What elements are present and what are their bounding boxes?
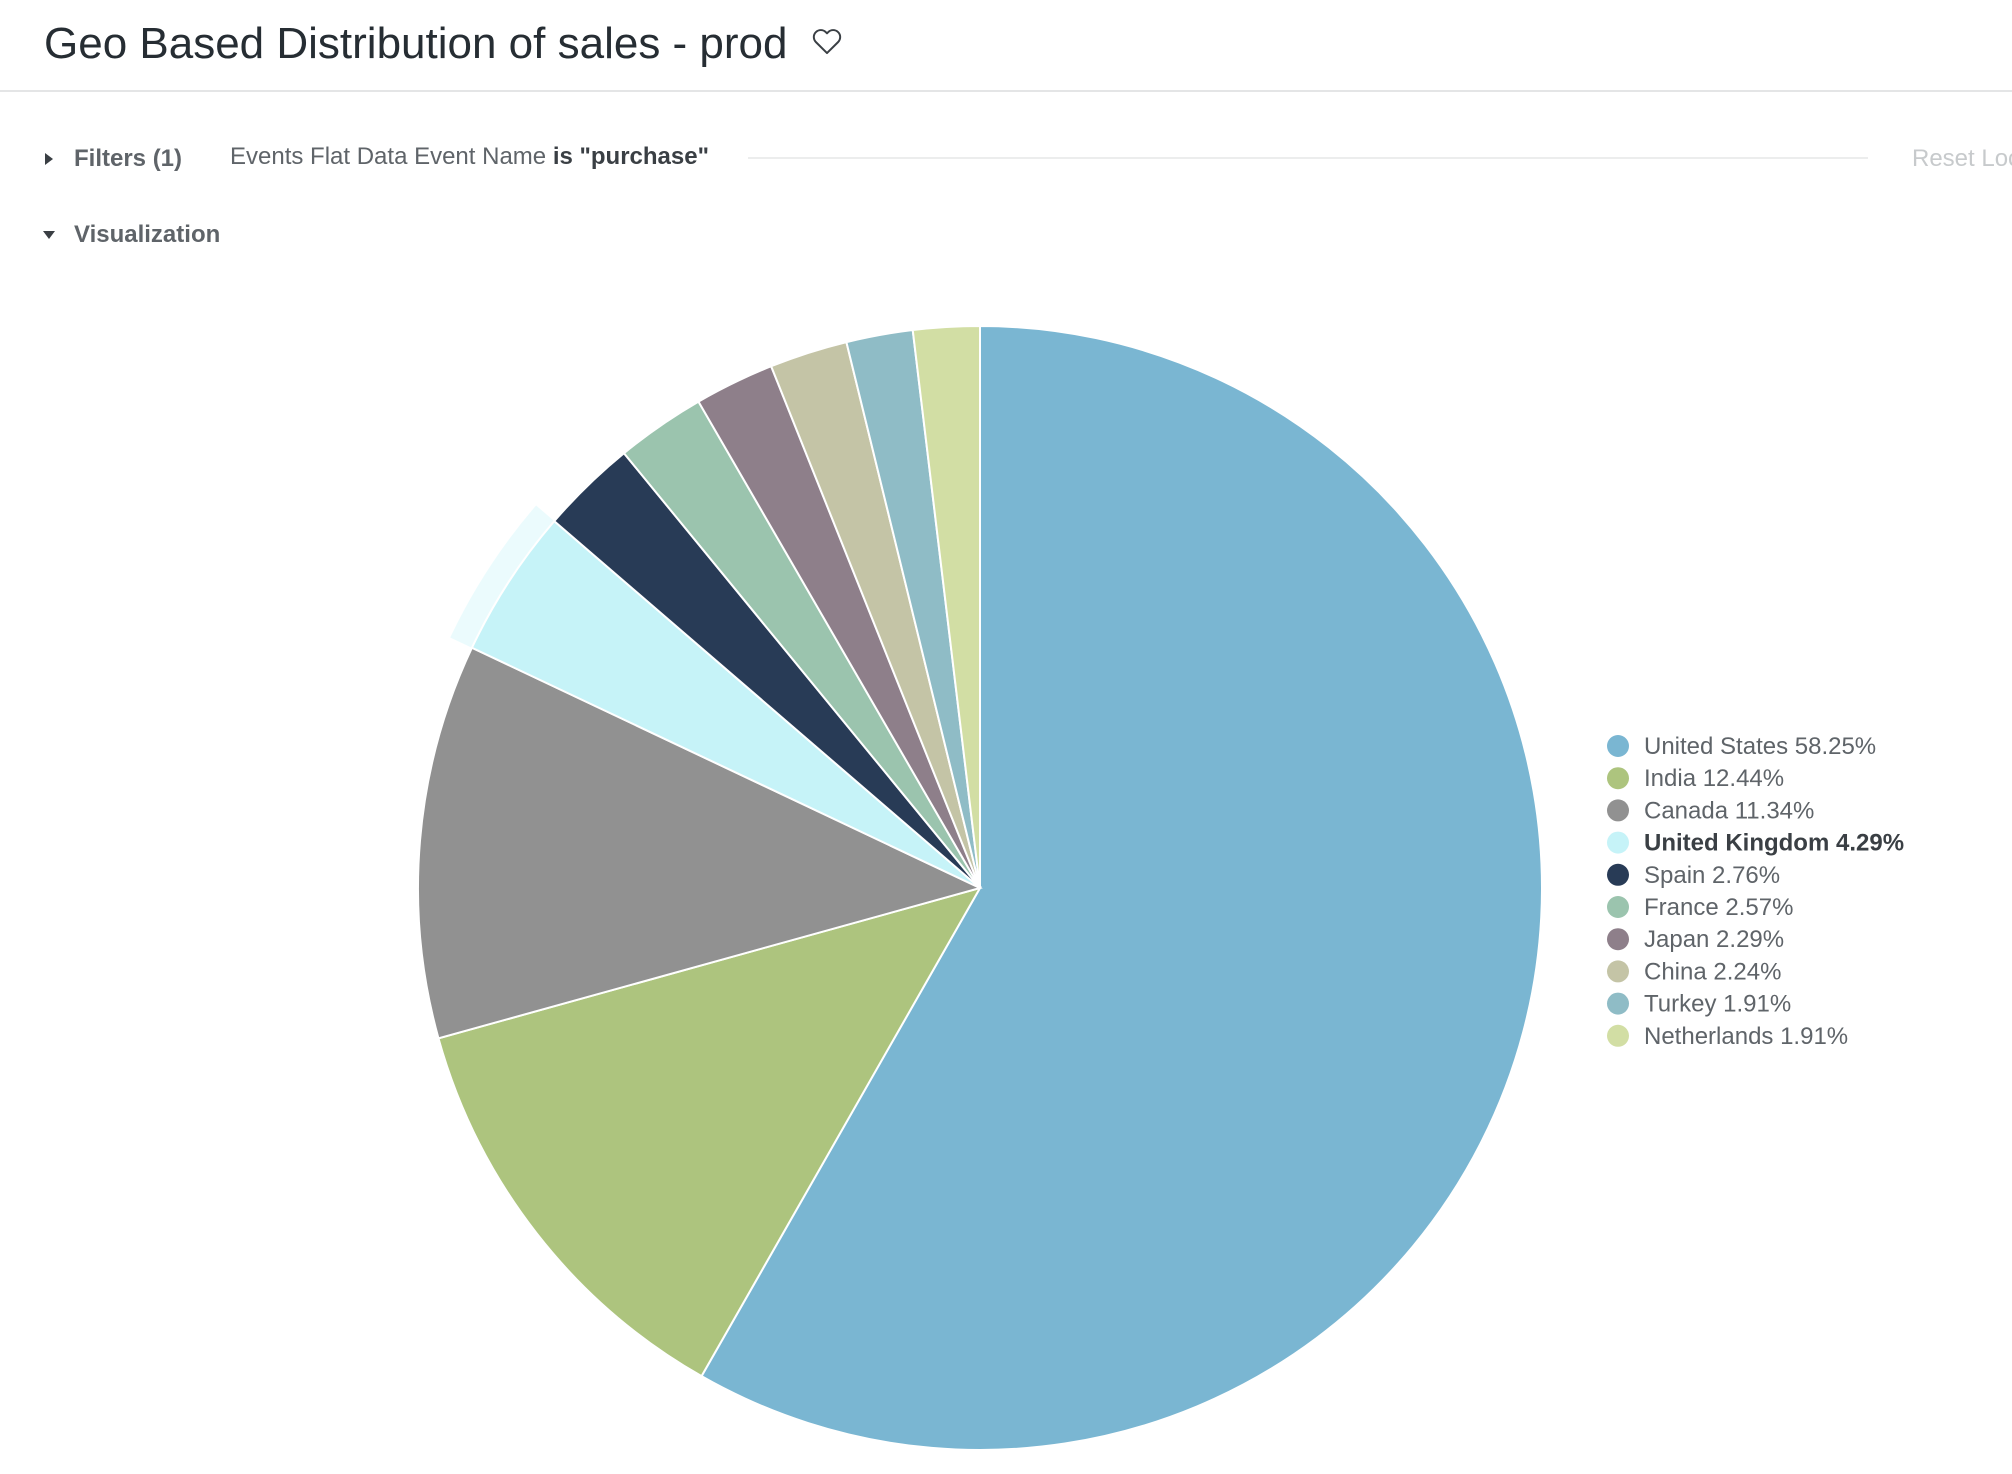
filter-summary: Events Flat Data Event Name is "purchase…: [230, 142, 709, 172]
legend-item-spain[interactable]: Spain 2.76%: [1644, 862, 1780, 889]
legend-item-china[interactable]: China 2.24%: [1644, 958, 1781, 985]
filters-toggle[interactable]: Filters (1): [74, 145, 183, 172]
pie-slice-india[interactable]: [437, 886, 983, 1378]
reset-location-link[interactable]: Reset Loc: [1912, 145, 2012, 172]
heart-icon[interactable]: [810, 24, 844, 58]
legend-item-netherlands[interactable]: Netherlands 1.91%: [1644, 1023, 1848, 1050]
filter-value: "purchase": [579, 143, 709, 170]
legend-swatch-netherlands: [1607, 1024, 1629, 1047]
legend-swatch-united-kingdom: [1607, 831, 1629, 854]
pie-slice-united-states[interactable]: [700, 324, 1543, 1451]
legend-swatch-india: [1607, 767, 1629, 790]
caret-right-icon[interactable]: [42, 152, 56, 166]
legend-item-india[interactable]: India 12.44%: [1644, 765, 1784, 792]
pie-slices: [416, 324, 1543, 1451]
legend-swatch-china: [1607, 960, 1629, 983]
legend-item-canada[interactable]: Canada 11.34%: [1644, 797, 1814, 824]
legend-swatch-japan: [1607, 928, 1629, 951]
filter-divider: [748, 157, 1868, 159]
legend-item-united-kingdom[interactable]: United Kingdom 4.29%: [1644, 830, 1904, 857]
page-title: Geo Based Distribution of sales - prod: [44, 19, 788, 68]
chart-legend: United States 58.25% India 12.44% Canada 1…: [1607, 733, 1904, 1050]
pie-slice-netherlands[interactable]: [911, 324, 981, 889]
legend-item-turkey[interactable]: Turkey 1.91%: [1644, 991, 1791, 1018]
legend-item-france[interactable]: France 2.57%: [1644, 894, 1793, 921]
legend-swatch-france: [1607, 896, 1629, 918]
visualization-toggle[interactable]: Visualization: [74, 221, 221, 248]
legend-item-united-states[interactable]: United States 58.25%: [1644, 733, 1876, 760]
legend-swatch-united-states: [1607, 735, 1629, 757]
legend-item-japan[interactable]: Japan 2.29%: [1644, 926, 1784, 953]
page-header: Geo Based Distribution of sales - prod: [0, 0, 2012, 92]
legend-swatch-spain: [1607, 863, 1629, 886]
filter-field: Events Flat Data Event Name: [230, 143, 547, 170]
pie-slice-canada[interactable]: [416, 646, 983, 1040]
filter-operator: is: [552, 143, 573, 170]
legend-swatch-turkey: [1607, 992, 1629, 1015]
caret-down-icon[interactable]: [42, 228, 56, 242]
legend-swatch-canada: [1607, 799, 1629, 822]
